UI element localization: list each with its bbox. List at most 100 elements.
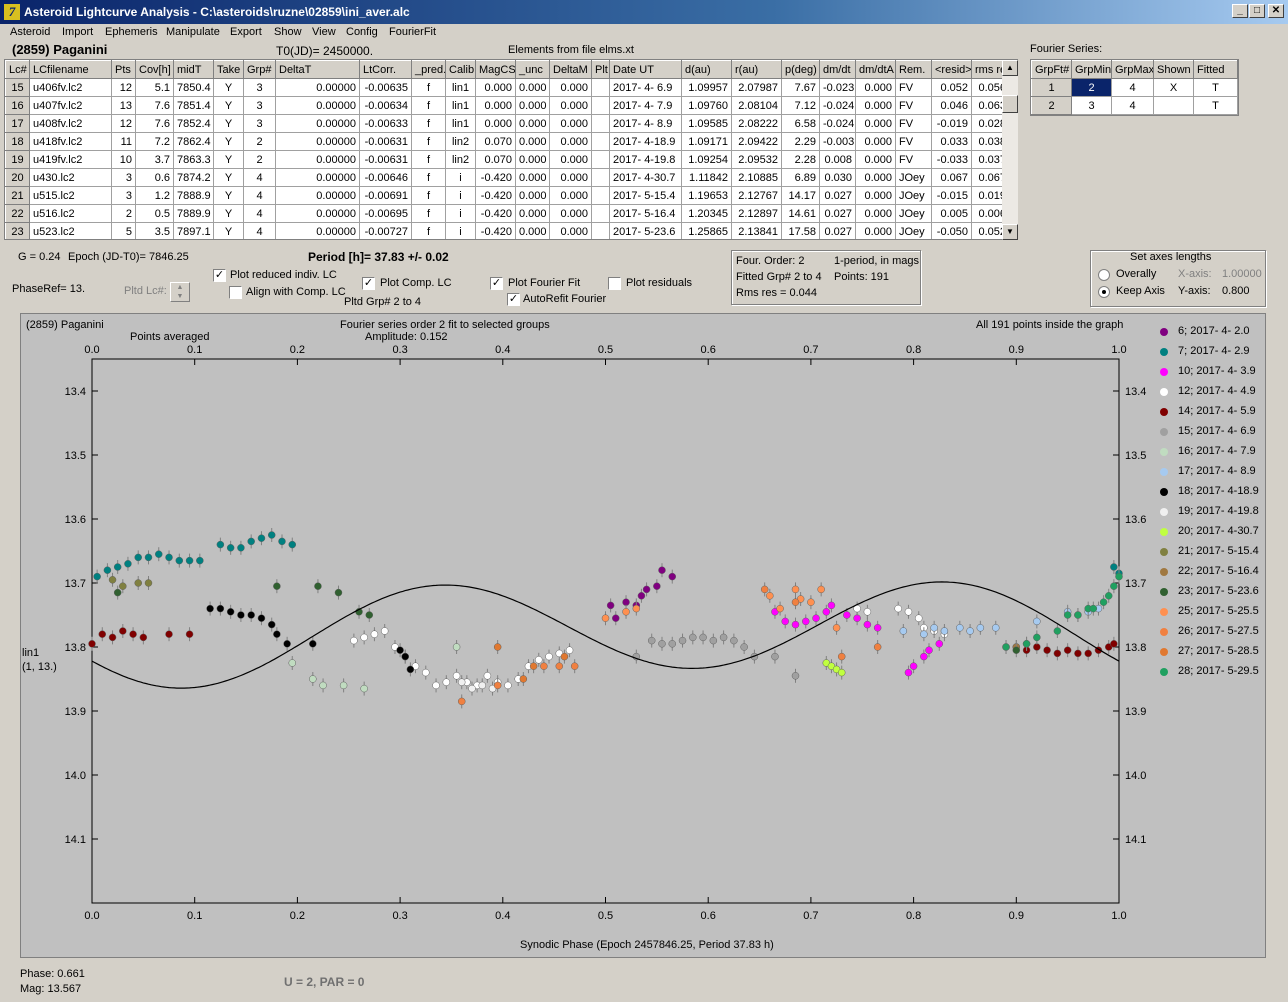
- column-header[interactable]: dm/dtA: [855, 60, 896, 79]
- table-cell[interactable]: 0.000: [855, 78, 896, 97]
- table-cell[interactable]: 1.2: [135, 186, 174, 205]
- table-scrollbar[interactable]: ▲ ▼: [1002, 60, 1018, 240]
- column-header[interactable]: DeltaT: [275, 60, 360, 79]
- fourier-column-header[interactable]: Shown: [1153, 60, 1194, 79]
- table-cell[interactable]: FV: [895, 96, 932, 115]
- table-cell[interactable]: -0.00695: [359, 204, 412, 223]
- table-cell[interactable]: 23: [5, 222, 30, 239]
- table-cell[interactable]: 0.070: [475, 132, 516, 151]
- table-cell[interactable]: 6.89: [781, 168, 820, 187]
- column-header[interactable]: r(au): [731, 60, 782, 79]
- column-header[interactable]: p(deg): [781, 60, 820, 79]
- lightcurve-table[interactable]: Lc# LCfilename Pts Cov[h] midT Take Grp# DeltaT…: [4, 59, 1018, 240]
- table-cell[interactable]: 7862.4: [173, 132, 214, 151]
- table-cell[interactable]: u516.lc2: [29, 204, 112, 223]
- table-cell[interactable]: 2: [243, 150, 276, 169]
- table-cell[interactable]: Y: [213, 150, 244, 169]
- fourier-cell[interactable]: 2: [1031, 96, 1072, 115]
- table-cell[interactable]: 7.6: [135, 96, 174, 115]
- table-row[interactable]: 20 u430.lc2 3 0.6 7874.2 Y 4 0.00000 -0.00646 f i -…: [5, 168, 1010, 187]
- plot-comp-checkbox[interactable]: ✓: [362, 277, 375, 290]
- plot-fourier-checkbox[interactable]: ✓: [490, 277, 503, 290]
- table-cell[interactable]: 0.019: [971, 186, 1010, 205]
- table-cell[interactable]: 2.07987: [731, 78, 782, 97]
- align-comp-checkbox[interactable]: [229, 286, 242, 299]
- table-cell[interactable]: i: [445, 222, 476, 239]
- table-cell[interactable]: 21: [5, 186, 30, 205]
- table-cell[interactable]: 1.09585: [681, 114, 732, 133]
- table-cell[interactable]: 2.10885: [731, 168, 782, 187]
- table-cell[interactable]: 7852.4: [173, 114, 214, 133]
- table-cell[interactable]: u515.lc2: [29, 186, 112, 205]
- table-cell[interactable]: 2.12767: [731, 186, 782, 205]
- table-cell[interactable]: i: [445, 204, 476, 223]
- table-cell[interactable]: 0.000: [549, 204, 592, 223]
- table-cell[interactable]: 0.000: [549, 96, 592, 115]
- table-cell[interactable]: 1.25865: [681, 222, 732, 239]
- plot-canvas[interactable]: 0.0 0.0 0.1 0.1 0.2 0.2 0.3 0.3 0.4 0.4 0.5 0.5 0.6 0…: [21, 314, 1267, 959]
- x-axis-value[interactable]: 1.00000: [1222, 268, 1262, 280]
- column-header[interactable]: Rem.: [895, 60, 932, 79]
- menu-show[interactable]: Show: [274, 26, 302, 38]
- table-cell[interactable]: [591, 168, 610, 187]
- table-cell[interactable]: 0.056: [971, 78, 1010, 97]
- table-cell[interactable]: [591, 78, 610, 97]
- fourier-cell[interactable]: 2: [1071, 78, 1112, 97]
- table-cell[interactable]: 0.00000: [275, 114, 360, 133]
- table-cell[interactable]: 3.7: [135, 150, 174, 169]
- table-cell[interactable]: -0.024: [819, 114, 856, 133]
- menu-ephemeris[interactable]: Ephemeris: [105, 26, 158, 38]
- table-row[interactable]: 15 u406fv.lc2 12 5.1 7850.4 Y 3 0.00000 -0.00635…: [5, 78, 1010, 97]
- table-cell[interactable]: 0.000: [549, 114, 592, 133]
- table-cell[interactable]: u430.lc2: [29, 168, 112, 187]
- fourier-cell[interactable]: 1: [1031, 78, 1072, 97]
- table-cell[interactable]: 0.000: [515, 186, 550, 205]
- table-cell[interactable]: 0.037: [971, 150, 1010, 169]
- table-cell[interactable]: 7.6: [135, 114, 174, 133]
- table-cell[interactable]: 3: [243, 114, 276, 133]
- y-axis-value[interactable]: 0.800: [1222, 285, 1250, 297]
- table-cell[interactable]: 0.027: [819, 204, 856, 223]
- table-cell[interactable]: 2017- 4-30.7: [609, 168, 682, 187]
- menu-import[interactable]: Import: [62, 26, 94, 38]
- table-cell[interactable]: 0.070: [475, 150, 516, 169]
- table-cell[interactable]: -0.420: [475, 222, 516, 239]
- table-cell[interactable]: 7.67: [781, 78, 820, 97]
- table-cell[interactable]: 0.046: [931, 96, 972, 115]
- table-cell[interactable]: 0.000: [515, 222, 550, 239]
- table-cell[interactable]: 13: [111, 96, 136, 115]
- fourier-column-header[interactable]: Fitted: [1193, 60, 1238, 79]
- fourier-column-header[interactable]: GrpMin: [1071, 60, 1112, 79]
- table-cell[interactable]: 18: [5, 132, 30, 151]
- table-cell[interactable]: 2.09532: [731, 150, 782, 169]
- table-cell[interactable]: 0.033: [931, 132, 972, 151]
- table-cell[interactable]: 0.00000: [275, 150, 360, 169]
- lightcurve-plot[interactable]: 0.0 0.0 0.1 0.1 0.2 0.2 0.3 0.3 0.4 0.4 0.5 0.5 0.6 0…: [20, 313, 1266, 958]
- table-row[interactable]: 23 u523.lc2 5 3.5 7897.1 Y 4 0.00000 -0.00727 f i -…: [5, 222, 1010, 239]
- table-cell[interactable]: u406fv.lc2: [29, 78, 112, 97]
- table-cell[interactable]: 2.13841: [731, 222, 782, 239]
- table-cell[interactable]: 7888.9: [173, 186, 214, 205]
- table-cell[interactable]: [591, 204, 610, 223]
- table-cell[interactable]: 1.20345: [681, 204, 732, 223]
- column-header[interactable]: Grp#: [243, 60, 276, 79]
- table-cell[interactable]: lin2: [445, 132, 476, 151]
- maximize-icon[interactable]: □: [1249, 4, 1265, 18]
- table-cell[interactable]: 3: [243, 78, 276, 97]
- table-cell[interactable]: 12: [111, 78, 136, 97]
- table-cell[interactable]: f: [411, 186, 446, 205]
- table-cell[interactable]: f: [411, 114, 446, 133]
- column-header[interactable]: Date UT: [609, 60, 682, 79]
- table-cell[interactable]: 2017- 4- 7.9: [609, 96, 682, 115]
- table-cell[interactable]: Y: [213, 168, 244, 187]
- table-row[interactable]: 17 u408fv.lc2 12 7.6 7852.4 Y 3 0.00000 -0.00633…: [5, 114, 1010, 133]
- table-cell[interactable]: u408fv.lc2: [29, 114, 112, 133]
- table-cell[interactable]: 0.030: [819, 168, 856, 187]
- table-cell[interactable]: 7897.1: [173, 222, 214, 239]
- table-cell[interactable]: 7874.2: [173, 168, 214, 187]
- table-cell[interactable]: 2017- 4- 8.9: [609, 114, 682, 133]
- table-cell[interactable]: 0.00000: [275, 96, 360, 115]
- table-cell[interactable]: 17.58: [781, 222, 820, 239]
- table-cell[interactable]: JOey: [895, 168, 932, 187]
- table-row[interactable]: 18 u418fv.lc2 11 7.2 7862.4 Y 2 0.00000 -0.00631…: [5, 132, 1010, 151]
